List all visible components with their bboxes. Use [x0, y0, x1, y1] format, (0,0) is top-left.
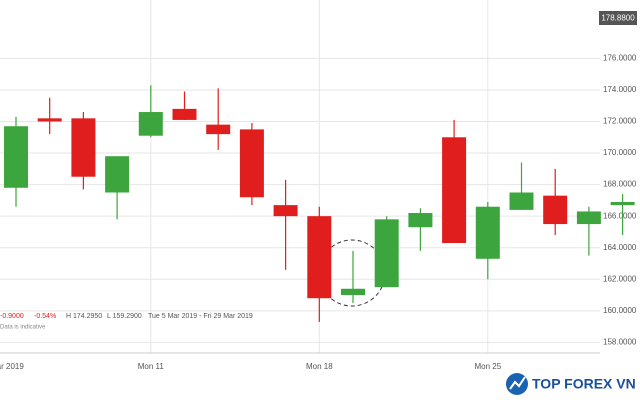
logo-text: TOP FOREX VN: [532, 376, 636, 392]
candle-body: [576, 211, 601, 225]
y-tick-label: 168.0000: [603, 180, 637, 189]
y-tick-label: 162.0000: [603, 274, 637, 283]
y-tick-label: 160.0000: [603, 306, 637, 315]
x-tick-label: Mon 25: [474, 362, 501, 371]
info-change: -0.9000: [0, 313, 24, 320]
info-low: L 159.2900: [107, 313, 142, 320]
candle-body: [610, 201, 635, 206]
candle-body: [341, 288, 365, 296]
info-high: H 174.2950: [66, 313, 102, 320]
candle-body: [138, 112, 163, 136]
y-tick-label: 166.0000: [603, 211, 637, 220]
candle-body: [206, 124, 231, 135]
y-tick-label: 174.0000: [603, 85, 637, 94]
logo-arrow: [509, 376, 526, 390]
price-marker-box: [599, 11, 637, 25]
x-tick-label: Mon 18: [306, 362, 333, 371]
candle-body: [509, 192, 534, 210]
y-tick-label: 158.0000: [603, 338, 637, 347]
logo: TOP FOREX VN: [506, 373, 636, 395]
info-change-pct: -0.54%: [34, 313, 56, 320]
candle-body: [475, 206, 500, 259]
info-range: Tue 5 Mar 2019 - Fri 29 Mar 2019: [148, 313, 253, 320]
price-marker: 178.8800: [601, 14, 635, 23]
x-tick-label: Mon 11: [138, 362, 165, 371]
y-tick-label: 170.0000: [603, 148, 637, 157]
candle-body: [172, 108, 197, 120]
y-tick-label: 172.0000: [603, 117, 637, 126]
candle-body: [543, 195, 568, 225]
y-tick-label: 176.0000: [603, 53, 637, 62]
candle-body: [105, 156, 130, 193]
x-tick-label: Mar 2019: [0, 362, 24, 371]
candle-body: [408, 213, 433, 228]
candle-body: [442, 137, 467, 243]
candle-body: [239, 129, 264, 198]
candle-body: [4, 126, 28, 188]
candle-body: [71, 118, 96, 177]
candle-body: [37, 118, 62, 122]
candle-body: [374, 219, 399, 288]
candle-body: [273, 205, 298, 217]
y-tick-label: 164.0000: [603, 243, 637, 252]
info-note: Data is indicative: [0, 325, 46, 331]
candle-body: [307, 216, 332, 299]
